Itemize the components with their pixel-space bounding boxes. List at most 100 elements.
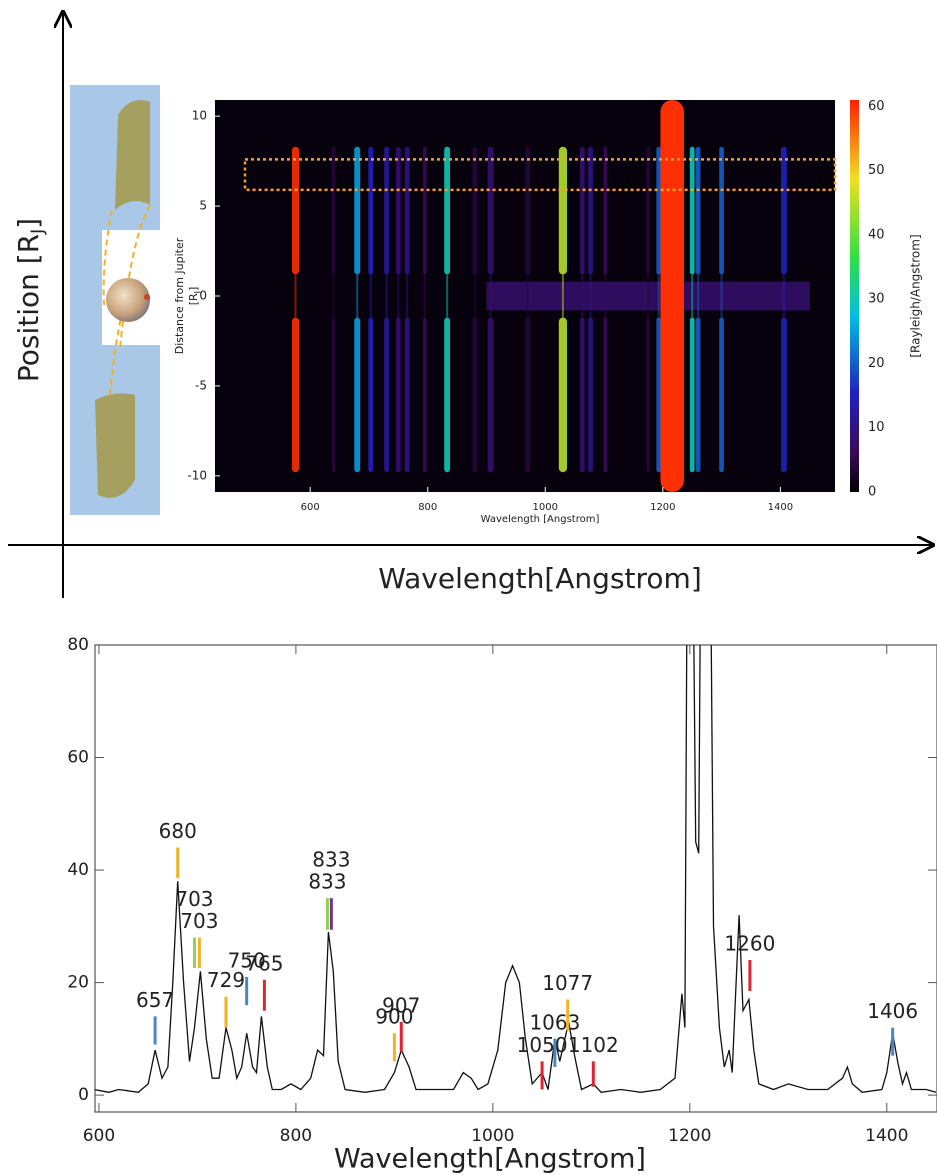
colorbar-tick-label: 10	[868, 420, 885, 435]
line-label: 900	[375, 1005, 413, 1029]
y-tick-label: 0	[78, 1085, 89, 1105]
emission-line	[444, 146, 451, 275]
emission-line	[719, 317, 724, 473]
emission-line	[354, 146, 361, 275]
emission-line	[579, 317, 585, 473]
line-label: 703	[175, 887, 213, 911]
schematic	[70, 85, 160, 515]
line-label: 1260	[724, 932, 775, 956]
emission-line	[588, 317, 593, 473]
x-tick-label: 1200	[668, 1126, 711, 1146]
x-tick-label: 600	[301, 502, 320, 513]
line-label: 1102	[568, 1033, 619, 1057]
line-label: 833	[312, 848, 350, 872]
spectrum-line	[95, 645, 937, 1093]
emission-line	[558, 317, 568, 473]
colorbar-tick-label: 50	[868, 163, 885, 178]
x-tick-label: 1400	[865, 1126, 908, 1146]
x-tick-label: 800	[418, 502, 437, 513]
line-label: 1077	[542, 971, 593, 995]
line-label: 1050	[517, 1033, 568, 1057]
line-label: 907	[382, 993, 420, 1017]
emission-line	[331, 146, 336, 275]
emission-line	[695, 317, 701, 473]
emission-line	[291, 146, 300, 275]
y-tick-label: 40	[67, 860, 89, 880]
x-tick-label: 1000	[471, 1126, 514, 1146]
line-label: 1406	[867, 999, 918, 1023]
emission-line	[397, 274, 400, 318]
emission-line	[646, 317, 650, 473]
emission-line	[656, 317, 662, 473]
y-tick-label: -5	[195, 378, 207, 392]
x-tick-label: 600	[83, 1126, 115, 1146]
colorbar-label: [Rayleigh/Angstrom]	[909, 234, 923, 357]
colorbar-tick-label: 30	[868, 292, 885, 307]
emission-line	[404, 146, 410, 275]
emission-line	[473, 274, 476, 318]
emission-line	[782, 274, 785, 318]
emission-line	[369, 274, 372, 318]
emission-line	[385, 274, 388, 318]
emission-line	[444, 317, 451, 473]
emission-line	[291, 317, 300, 473]
emission-line	[472, 317, 478, 473]
x-axis-title: Wavelength [Angstrom]	[481, 514, 600, 525]
emission-line	[695, 146, 701, 275]
heatmap	[291, 100, 810, 492]
y-axis-title-line: [R	[187, 293, 200, 305]
y-axis-title-end: ]	[187, 287, 200, 291]
line-label: 729	[207, 968, 245, 992]
colorbar-tick-label: 20	[868, 356, 885, 371]
emission-line	[689, 317, 695, 473]
line-label: 765	[245, 951, 283, 975]
emission-line	[472, 146, 478, 275]
emission-line	[487, 146, 494, 275]
y-axis-label: Position [RJ]	[12, 218, 48, 382]
y-tick-label: 0	[199, 289, 207, 303]
emission-line	[581, 274, 584, 318]
line-label: 680	[159, 819, 197, 843]
emission-line	[697, 274, 700, 318]
colorbar	[850, 100, 859, 492]
x-tick-label: 1000	[533, 502, 558, 513]
colorbar-tick-label: 0	[868, 485, 876, 500]
extraction-box	[243, 158, 837, 192]
emission-line	[691, 274, 694, 318]
y-tick-label: 5	[199, 199, 207, 213]
emission-line	[526, 274, 529, 318]
x-axis-title: Wavelength[Angstrom]	[334, 1144, 646, 1175]
emission-line	[446, 274, 449, 318]
line-label: 833	[308, 870, 346, 894]
x-tick-label: 1200	[650, 502, 675, 513]
emission-line	[588, 146, 593, 275]
emission-line	[603, 317, 607, 473]
plot-frame	[94, 644, 937, 1113]
emission-line	[525, 317, 530, 473]
emission-line	[356, 274, 359, 318]
x-tick-label: 1400	[768, 502, 793, 513]
y-tick-label: 10	[192, 109, 207, 123]
spectrum	[95, 645, 937, 1093]
emission-line	[331, 317, 336, 473]
line-label: 703	[180, 909, 218, 933]
emission-line	[561, 274, 564, 318]
emission-line	[603, 146, 607, 275]
emission-line	[719, 146, 724, 275]
emission-line	[660, 100, 684, 492]
emission-line	[589, 274, 592, 318]
x-tick-label: 800	[280, 1126, 312, 1146]
y-tick-label: 80	[67, 635, 89, 655]
emission-line	[294, 274, 297, 318]
x-axis-label: Wavelength[Angstrom]	[378, 562, 702, 595]
emission-line	[406, 274, 409, 318]
emission-line	[604, 274, 607, 318]
emission-line	[404, 317, 410, 473]
emission-line	[396, 317, 401, 473]
colorbar-tick-label: 40	[868, 227, 885, 242]
emission-line	[354, 317, 361, 473]
emission-line	[579, 146, 585, 275]
emission-line	[780, 317, 787, 473]
emission-line	[332, 274, 335, 318]
